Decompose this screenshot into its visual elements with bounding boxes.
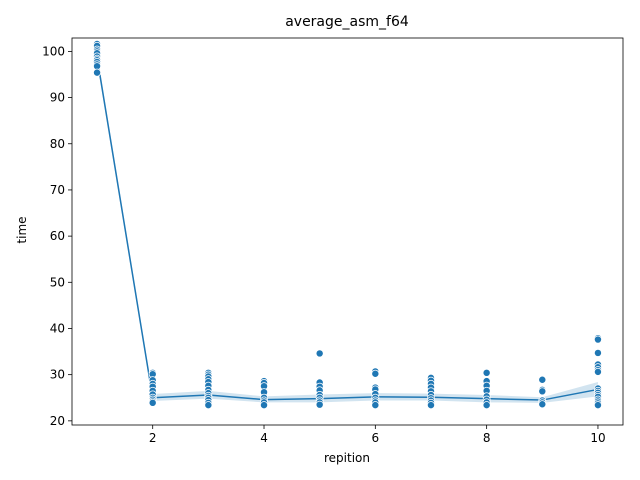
scatter-points [93, 40, 602, 410]
scatter-point [427, 401, 435, 410]
chart-title: average_asm_f64 [285, 14, 409, 30]
scatter-point [93, 68, 102, 77]
x-tick-label: 2 [149, 431, 157, 445]
scatter-point [260, 401, 268, 410]
scatter-point [593, 401, 602, 410]
scatter-point [371, 369, 380, 378]
scatter-point [315, 400, 324, 409]
scatter-point [482, 368, 491, 377]
confidence-band [97, 52, 598, 403]
x-tick-label: 8 [483, 431, 491, 445]
y-tick-label: 100 [42, 44, 65, 58]
mean-line-path [96, 57, 599, 401]
x-tick-label: 4 [260, 431, 268, 445]
scatter-point [538, 400, 547, 409]
scatter-point [593, 367, 602, 376]
y-axis-title: time [15, 216, 29, 243]
scatter-point [315, 349, 324, 358]
y-tick-label: 50 [50, 275, 65, 289]
scatter-point [538, 375, 547, 384]
mean-line [96, 57, 599, 401]
scatter-point [593, 335, 602, 344]
scatter-point [371, 401, 380, 410]
scatter-point [148, 398, 157, 407]
scatter-point [538, 387, 547, 396]
y-tick-label: 40 [50, 321, 65, 335]
axes: 2 4 6 8 10 20 30 40 50 60 70 80 90 100 [42, 37, 624, 445]
scatter-point [593, 348, 602, 357]
scatter-point [204, 401, 213, 410]
x-axis-title: repition [324, 451, 370, 465]
y-tick-label: 90 [50, 91, 65, 105]
confidence-band-area [97, 52, 598, 403]
y-tick-label: 30 [50, 368, 65, 382]
scatter-point [482, 401, 491, 410]
y-tick-label: 80 [50, 137, 65, 151]
x-tick-label: 10 [590, 431, 605, 445]
x-tick-label: 6 [372, 431, 380, 445]
y-tick-label: 60 [50, 229, 65, 243]
y-tick-label: 20 [50, 414, 65, 428]
y-tick-label: 70 [50, 183, 65, 197]
plot-frame [71, 37, 624, 426]
